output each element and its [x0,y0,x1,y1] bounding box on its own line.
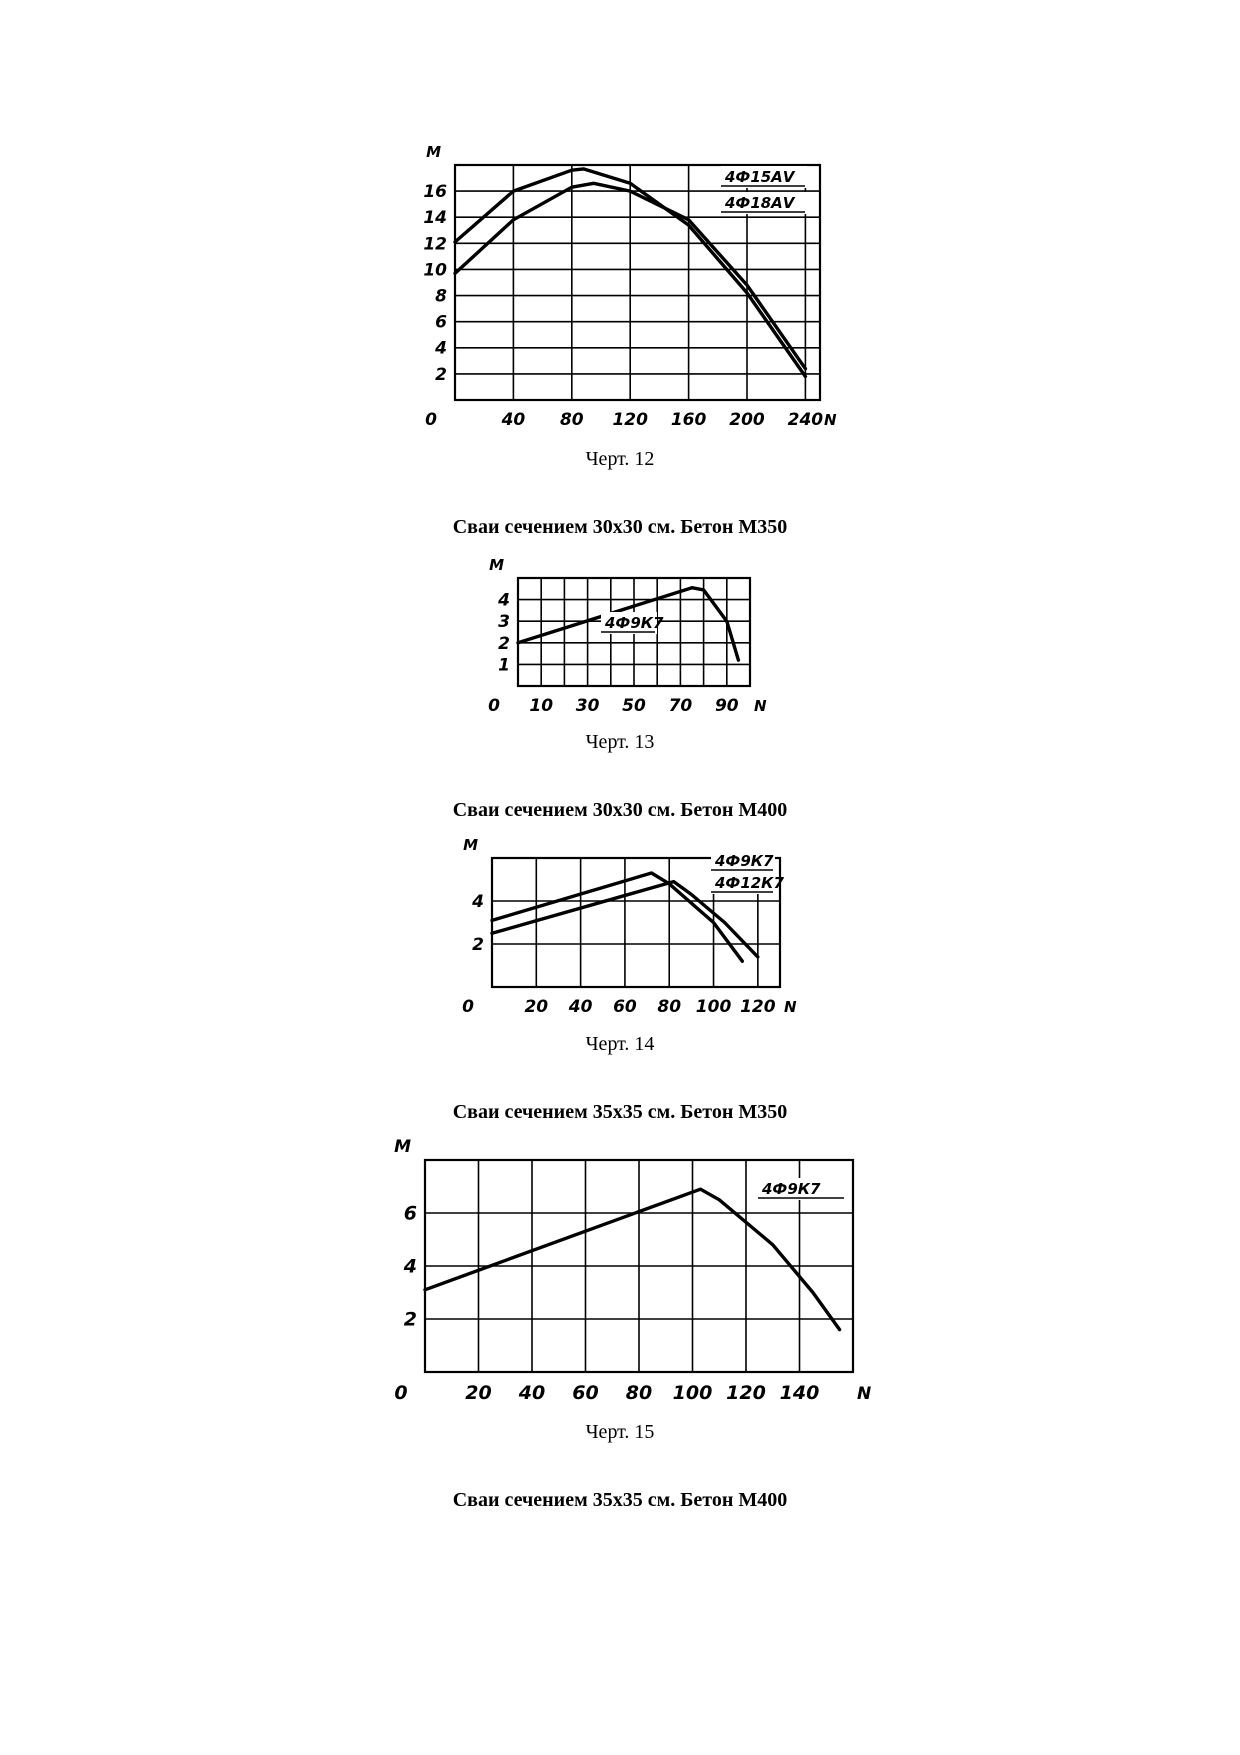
x-tick-label: 100 [673,1382,713,1404]
x-tick-label: 30 [576,696,600,716]
y-tick-label: 3 [498,612,510,632]
legend-label: 4Ф15АⅤ [724,168,796,186]
figure-caption-14: Черт. 14 [585,1033,655,1055]
figure-caption-15: Черт. 15 [585,1421,655,1443]
legend-label: 4Ф9К7 [761,1180,821,1198]
legend-label: 4Ф12К7 [714,874,784,892]
legend-background [711,872,775,894]
figure-caption-12: Черт. 12 [585,448,655,470]
origin-label: 0 [488,696,500,716]
plot-frame [423,1158,855,1374]
x-tick-label: 120 [726,1382,766,1404]
x-tick-label: 20 [465,1382,491,1404]
series-line-2 [490,879,760,959]
series-line-1 [516,586,741,662]
plot-frame [490,856,782,989]
y-tick-label: 2 [404,1309,417,1331]
x-tick-label: 40 [501,410,526,430]
y-tick-label: 12 [423,234,447,254]
y-axis-label: M [489,556,504,574]
y-tick-label: 4 [497,591,510,611]
legend-background [601,612,657,634]
y-axis-label: M [394,1137,411,1157]
x-tick-label: 20 [524,997,548,1017]
origin-label: 0 [394,1382,407,1404]
x-tick-label: 50 [622,696,646,716]
figure-heading-35x35-m400: Сваи сечением 35х35 см. Бетон М400 [452,1489,788,1511]
figure-caption-13: Черт. 13 [585,731,655,753]
legend-background [721,192,807,214]
x-axis-label: N [824,411,837,429]
y-tick-label: 16 [423,182,447,202]
origin-label: 0 [425,410,437,430]
y-tick-label: 6 [404,1203,417,1225]
series-line-1 [453,181,808,371]
x-tick-label: 40 [568,997,593,1017]
figure-heading-35x35-m350: Сваи сечением 35х35 см. Бетон М350 [452,1101,788,1123]
y-tick-label: 10 [423,260,447,280]
x-axis-label: N [784,998,797,1016]
y-tick-label: 2 [472,935,484,955]
legend-label: 4Ф18АⅤ [724,194,796,212]
x-axis-label: N [857,1384,871,1404]
series-line-1 [423,1187,842,1332]
figure-heading-30x30-m350: Сваи сечением 30х30 см. Бетон М350 [452,516,788,538]
x-tick-label: 60 [572,1382,598,1404]
x-tick-label: 70 [669,696,693,716]
series-line-2 [453,167,808,379]
legend-background [758,1178,846,1200]
legend-label: 4Ф9К7 [714,852,774,870]
x-tick-label: 160 [671,410,707,430]
y-tick-label: 4 [434,339,447,359]
y-tick-label: 4 [403,1256,417,1278]
x-tick-label: 40 [518,1382,545,1404]
y-tick-label: 4 [471,892,484,912]
x-tick-label: 240 [788,410,824,430]
x-tick-label: 60 [613,997,637,1017]
x-tick-label: 80 [657,997,681,1017]
legend-background [721,166,807,188]
y-tick-label: 14 [423,208,447,228]
plot-frame [453,163,822,402]
x-tick-label: 80 [560,410,584,430]
y-tick-label: 2 [498,634,510,654]
y-tick-label: 8 [435,287,447,307]
x-axis-label: N [754,697,767,715]
x-tick-label: 80 [626,1382,652,1404]
y-tick-label: 2 [435,365,447,385]
legend-label: 4Ф9К7 [604,614,664,632]
legend-background [711,850,775,872]
y-tick-label: 6 [435,313,447,333]
y-axis-label: M [426,143,441,161]
x-tick-label: 90 [715,696,739,716]
x-tick-label: 100 [696,997,732,1017]
y-axis-label: M [463,836,478,854]
x-tick-label: 120 [612,410,648,430]
x-tick-label: 120 [740,997,776,1017]
x-tick-label: 200 [729,410,765,430]
x-tick-label: 140 [780,1382,820,1404]
y-tick-label: 1 [498,655,510,675]
figure-heading-30x30-m400: Сваи сечением 30х30 см. Бетон М400 [452,799,788,821]
x-tick-label: 10 [529,696,553,716]
plot-frame [516,576,752,688]
origin-label: 0 [462,997,474,1017]
